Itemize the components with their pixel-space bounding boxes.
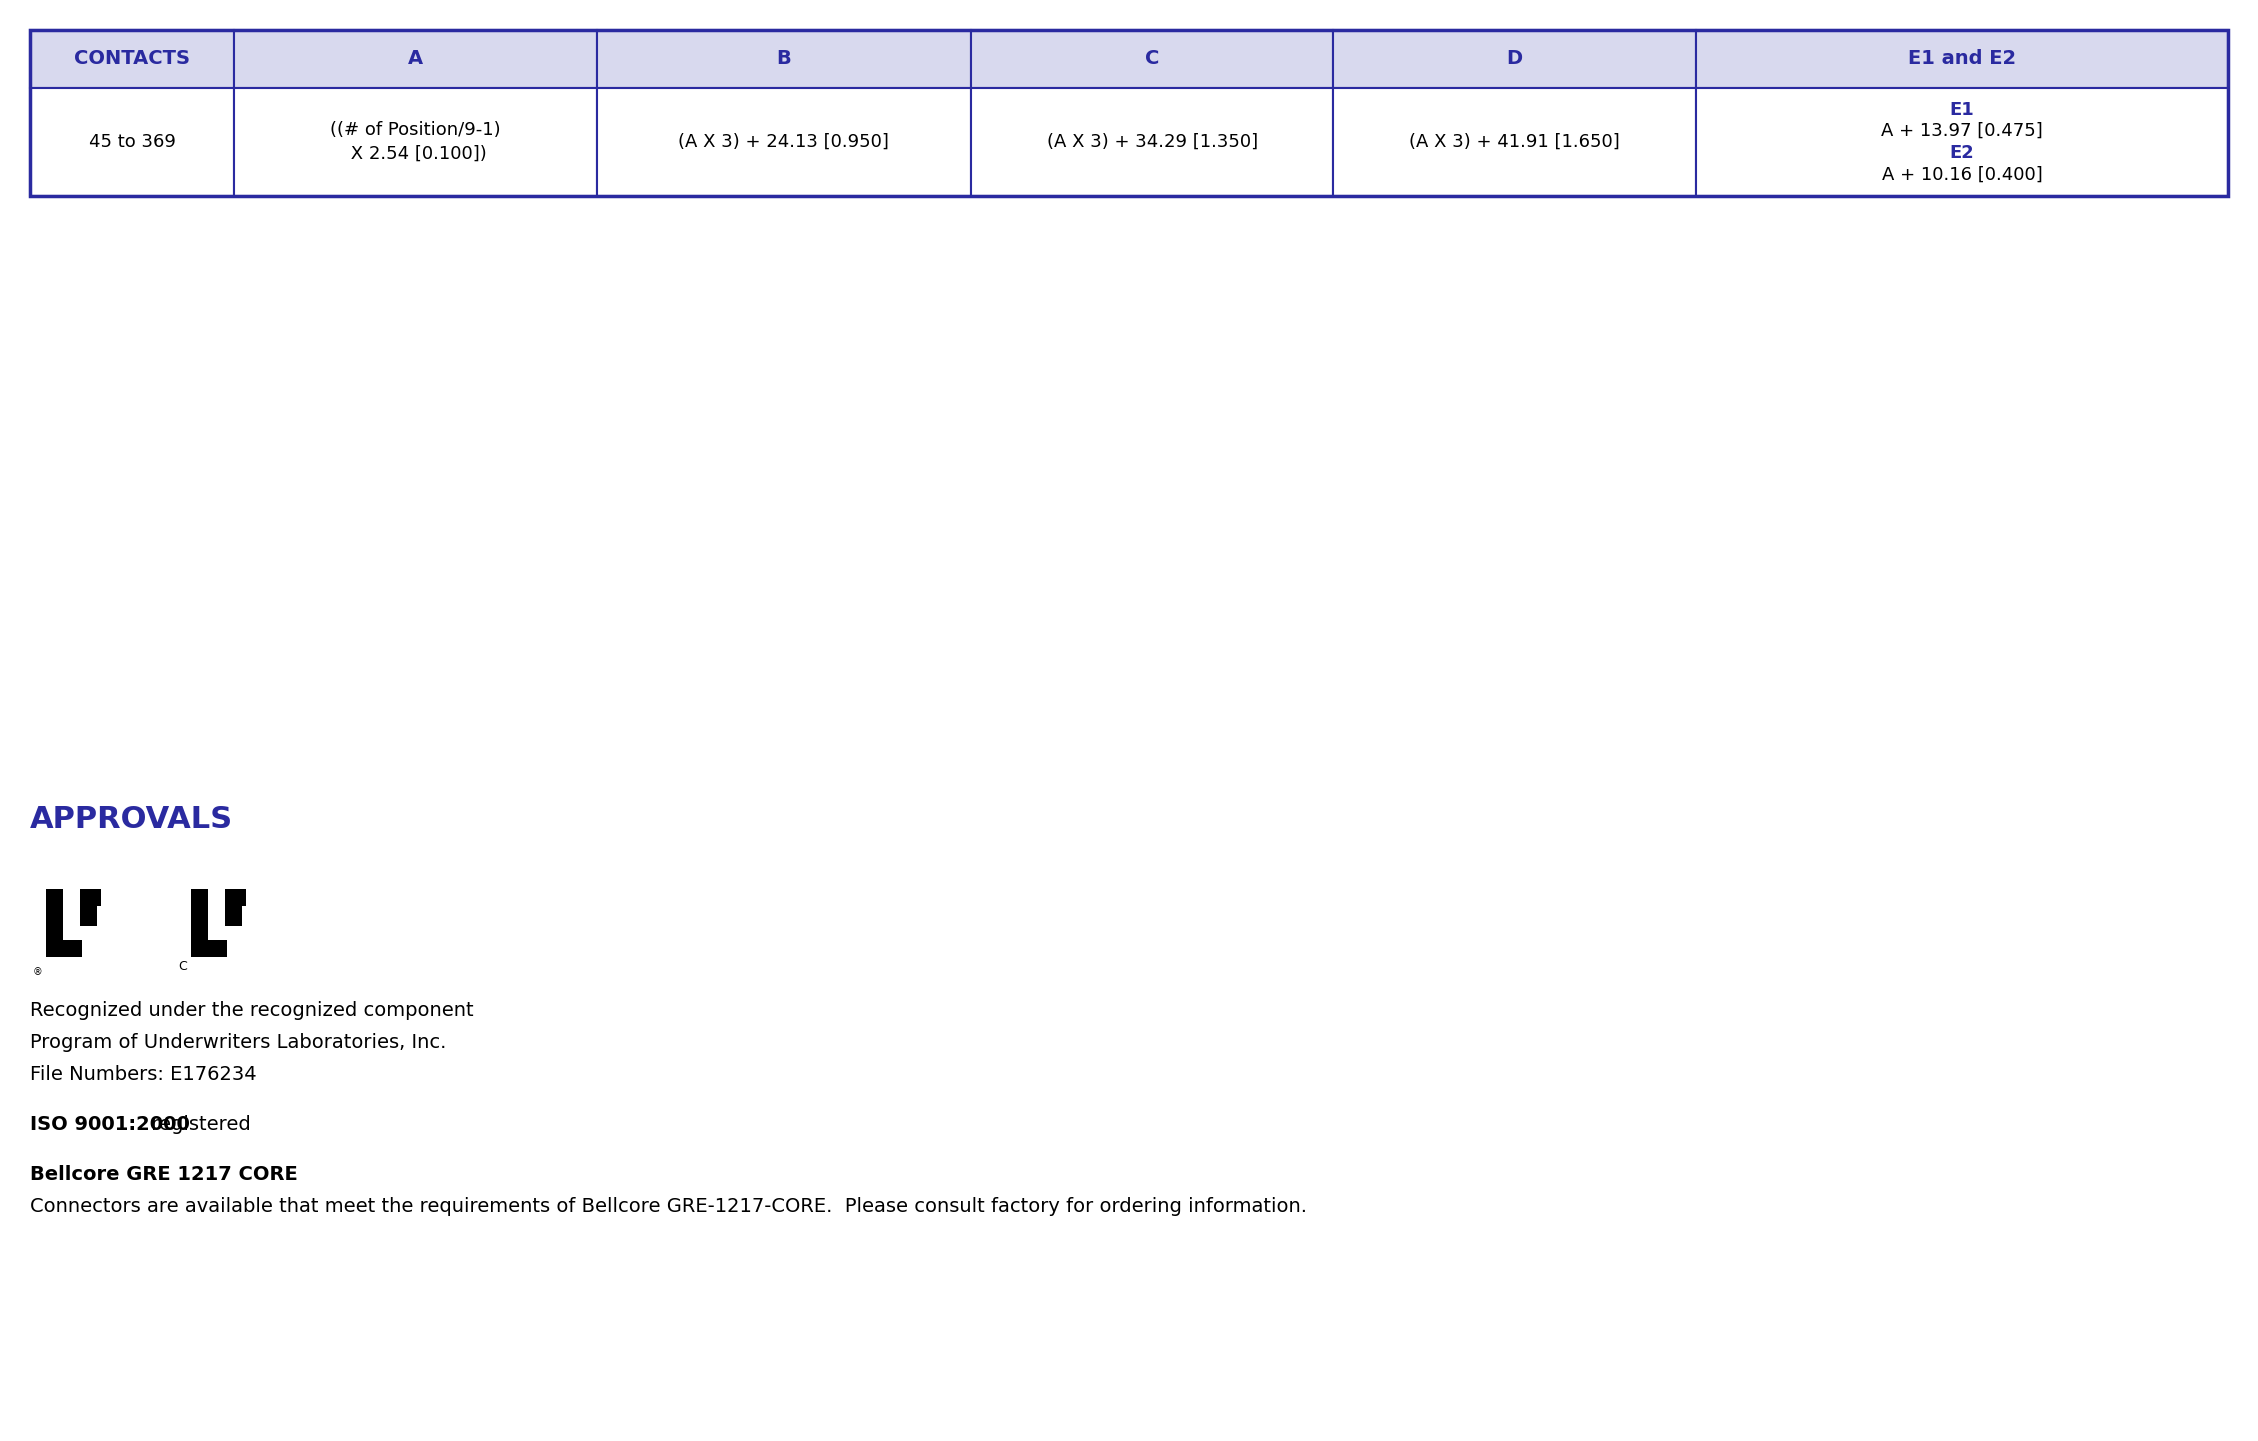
Text: B: B	[777, 49, 790, 69]
Bar	[971, 30, 1334, 88]
Bar	[29, 30, 235, 88]
Text: registered: registered	[145, 1114, 251, 1134]
Text: A + 10.16 [0.400]: A + 10.16 [0.400]	[1881, 166, 2043, 183]
Bar	[235, 88, 596, 196]
Bar	[1696, 88, 2229, 196]
Bar	[29, 88, 235, 196]
Bar	[1696, 30, 2229, 88]
Text: CONTACTS: CONTACTS	[75, 49, 190, 69]
Text: Recognized under the recognized component: Recognized under the recognized componen…	[29, 1000, 474, 1019]
Bar	[29, 30, 2229, 196]
Text: E2: E2	[1949, 144, 1973, 161]
Text: ((# of Position/9-1)
 X 2.54 [0.100]): ((# of Position/9-1) X 2.54 [0.100])	[330, 121, 501, 163]
Bar	[45, 940, 81, 957]
Bar	[79, 889, 102, 905]
Bar	[192, 940, 226, 957]
Bar	[226, 889, 242, 927]
Bar	[596, 30, 971, 88]
Bar	[1334, 88, 1696, 196]
Bar	[45, 889, 63, 957]
Text: C: C	[178, 960, 187, 973]
Text: C: C	[1145, 49, 1158, 69]
Bar	[235, 30, 596, 88]
Text: Connectors are available that meet the requirements of Bellcore GRE-1217-CORE.  : Connectors are available that meet the r…	[29, 1196, 1307, 1216]
Text: E1: E1	[1949, 101, 1973, 118]
Text: (A X 3) + 24.13 [0.950]: (A X 3) + 24.13 [0.950]	[677, 133, 890, 151]
Text: Bellcore GRE 1217 CORE: Bellcore GRE 1217 CORE	[29, 1164, 298, 1183]
Text: 45 to 369: 45 to 369	[88, 133, 176, 151]
Bar	[79, 889, 97, 927]
Text: E1 and E2: E1 and E2	[1908, 49, 2016, 69]
Text: A: A	[409, 49, 422, 69]
Text: ®: ®	[34, 967, 43, 977]
Bar	[596, 88, 971, 196]
Bar	[226, 889, 246, 905]
Bar	[1334, 30, 1696, 88]
Text: Program of Underwriters Laboratories, Inc.: Program of Underwriters Laboratories, In…	[29, 1033, 447, 1052]
Text: A + 13.97 [0.475]: A + 13.97 [0.475]	[1881, 122, 2043, 140]
Text: File Numbers: E176234: File Numbers: E176234	[29, 1065, 257, 1084]
Text: APPROVALS: APPROVALS	[29, 806, 233, 834]
Text: D: D	[1506, 49, 1522, 69]
Text: (A X 3) + 34.29 [1.350]: (A X 3) + 34.29 [1.350]	[1045, 133, 1258, 151]
Bar	[971, 88, 1334, 196]
Text: (A X 3) + 41.91 [1.650]: (A X 3) + 41.91 [1.650]	[1409, 133, 1621, 151]
Text: ISO 9001:2000: ISO 9001:2000	[29, 1114, 190, 1134]
Bar	[192, 889, 208, 957]
